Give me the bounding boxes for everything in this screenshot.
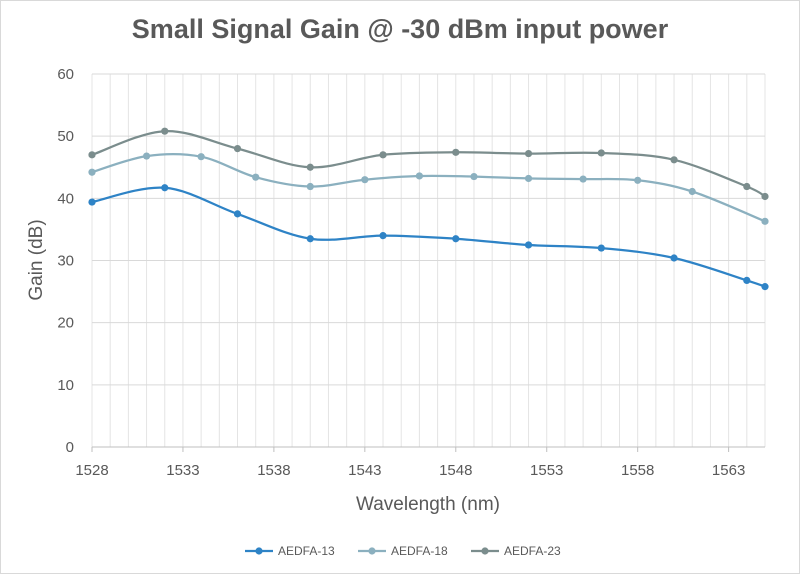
data-point (743, 276, 751, 284)
data-point (197, 153, 205, 161)
y-tick-label: 30 (57, 253, 74, 270)
y-tick-label: 10 (57, 377, 74, 394)
data-point (634, 176, 642, 184)
data-point (452, 148, 460, 156)
data-point (252, 173, 260, 181)
data-point (761, 217, 769, 225)
data-point (306, 182, 314, 191)
series-aedfa-23 (88, 127, 769, 201)
y-tick-label: 50 (57, 128, 74, 145)
data-point (597, 149, 605, 157)
data-point (88, 168, 96, 176)
series-line (91, 186, 766, 288)
x-tick-label: 1563 (712, 462, 745, 479)
legend-label: AEDFA-13 (278, 544, 335, 558)
data-point (142, 152, 151, 160)
legend-label: AEDFA-23 (504, 544, 561, 558)
y-tick-label: 60 (57, 66, 74, 83)
x-tick-label: 1533 (166, 462, 199, 479)
data-point (670, 254, 678, 262)
y-tick-label: 40 (57, 190, 74, 207)
data-point (761, 283, 769, 291)
data-point (306, 163, 314, 171)
x-tick-label: 1543 (348, 462, 381, 479)
gridlines (91, 73, 766, 448)
legend-swatch-marker (255, 547, 263, 555)
data-point (743, 182, 751, 191)
data-point (233, 145, 242, 153)
legend-swatch-marker (368, 547, 376, 555)
data-point (88, 151, 96, 159)
data-point (761, 192, 769, 201)
data-point (379, 232, 387, 240)
series-line (91, 130, 766, 198)
data-point (452, 235, 460, 243)
x-tick-label: 1548 (439, 462, 472, 479)
legend-item: AEDFA-23 (471, 544, 561, 558)
y-tick-label: 20 (57, 315, 74, 332)
data-point (579, 175, 587, 183)
legend-item: AEDFA-13 (245, 544, 335, 558)
data-point (470, 172, 478, 181)
data-point (233, 210, 242, 218)
data-point (597, 244, 605, 252)
series-group (88, 127, 769, 291)
legend: AEDFA-13 AEDFA-18 AEDFA-23 (245, 544, 561, 558)
chart-title: Small Signal Gain @ -30 dBm input power (131, 14, 669, 44)
y-axis-title: Gain (dB) (26, 219, 47, 300)
data-point (524, 241, 533, 249)
data-point (88, 198, 96, 206)
axes: 0 10 20 30 40 50 60 1528 1533 1538 1543 1548 1553 155… (57, 66, 765, 479)
x-tick-label: 1528 (75, 462, 108, 479)
x-axis-title: Wavelength (nm) (356, 494, 500, 515)
x-tick-label: 1558 (621, 462, 654, 479)
legend-label: AEDFA-18 (391, 544, 448, 558)
series-aedfa-18 (88, 152, 769, 225)
data-point (688, 187, 696, 196)
legend-swatch-marker (481, 547, 489, 555)
y-tick-label: 0 (66, 439, 74, 456)
series-line (91, 152, 766, 223)
data-point (306, 235, 314, 243)
data-point (361, 176, 369, 184)
data-point (415, 172, 424, 180)
x-tick-label: 1553 (530, 462, 563, 479)
data-point (524, 149, 533, 158)
data-point (161, 184, 169, 192)
series-aedfa-13 (88, 184, 769, 291)
data-point (379, 151, 387, 159)
data-point (524, 174, 533, 183)
data-point (161, 127, 169, 135)
legend-item: AEDFA-18 (358, 544, 448, 558)
x-tick-label: 1538 (257, 462, 290, 479)
data-point (670, 156, 678, 164)
